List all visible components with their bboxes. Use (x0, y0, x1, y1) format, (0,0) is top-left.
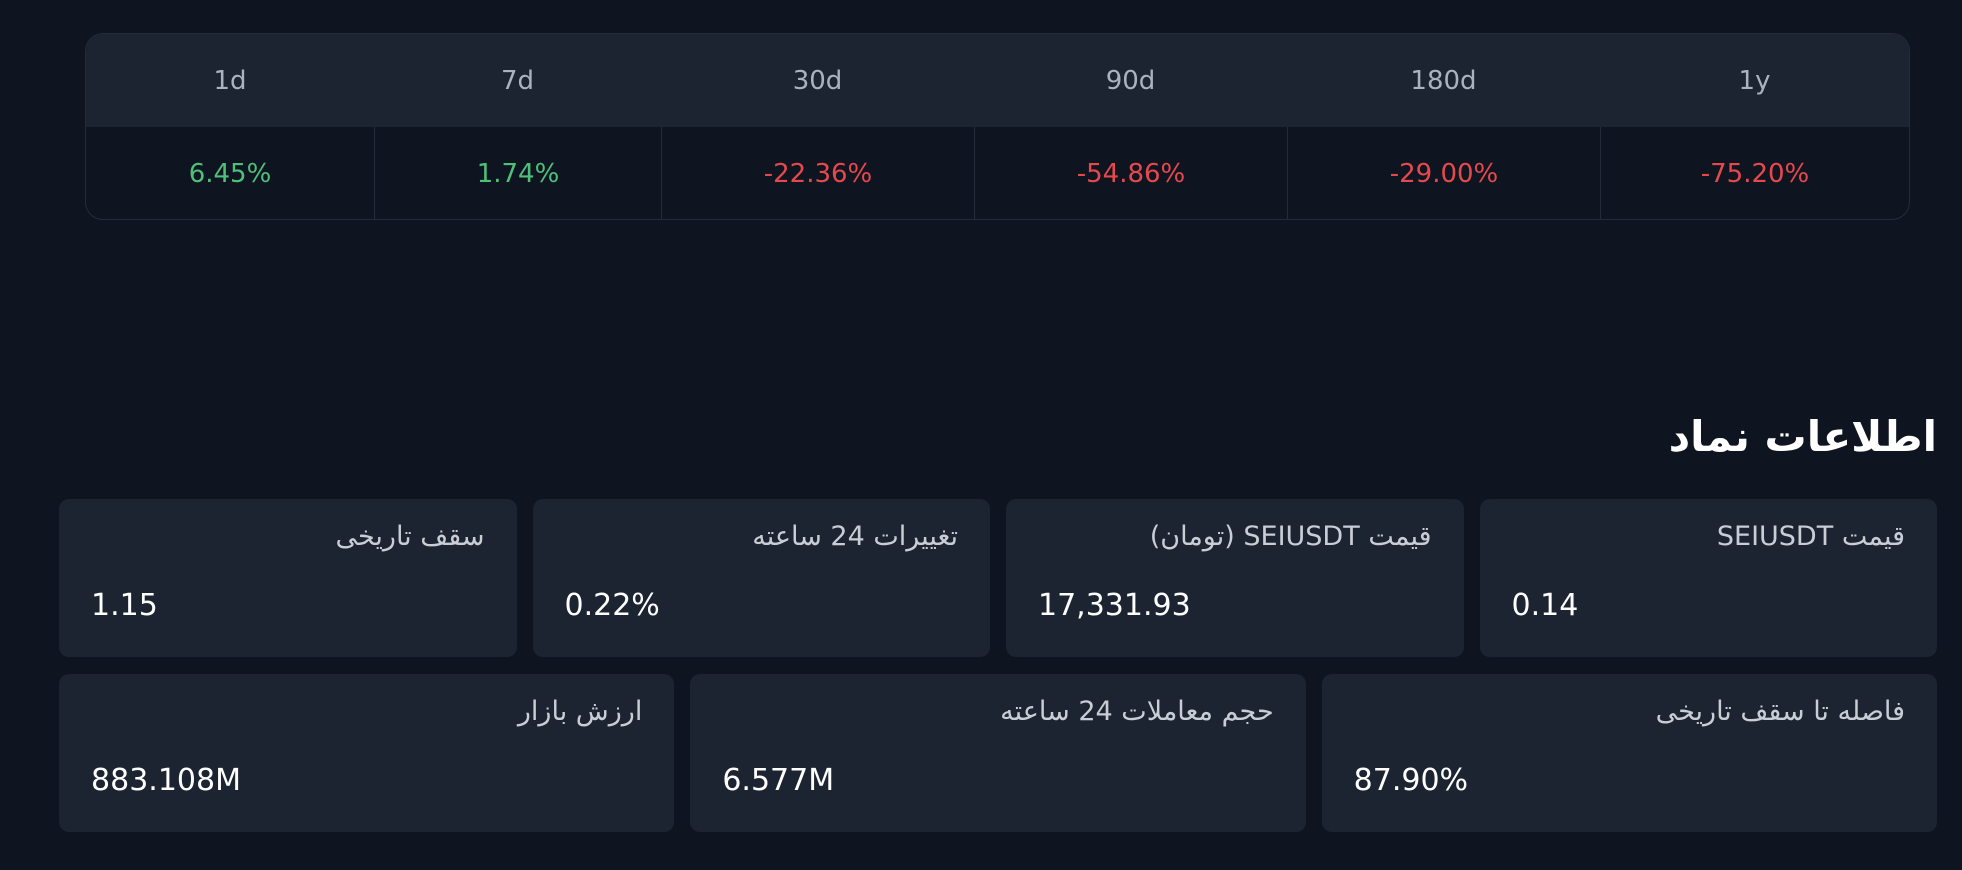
card-value: 883.108M (91, 763, 241, 798)
card-label: تغییرات 24 ساعته (752, 521, 958, 552)
card-label: قیمت SEIUSDT (1716, 521, 1905, 552)
card-row: فاصله تا سقف تاریخی 87.90% حجم معاملات 24 … (59, 674, 1937, 832)
info-card: قیمت SEIUSDT 0.14 (1479, 499, 1937, 657)
info-card: تغییرات 24 ساعته 0.22% (532, 499, 990, 657)
value-row: 6.45% 1.74% -22.36% -54.86% -29.00% -75.20% (86, 127, 1909, 219)
period-header: 30d (792, 65, 843, 96)
card-label: ارزش بازار (517, 696, 643, 727)
change-value: -29.00% (1287, 127, 1600, 219)
header-row: 1d 7d 30d 90d 180d 1y (86, 34, 1909, 127)
card-value: 6.577M (722, 763, 835, 798)
card-value: 17,331.93 (1038, 588, 1191, 623)
card-label: فاصله تا سقف تاریخی (1655, 696, 1905, 727)
change-value: -54.86% (974, 127, 1287, 219)
change-value: -22.36% (661, 127, 974, 219)
info-card: سقف تاریخی 1.15 (59, 499, 517, 657)
period-header: 180d (1410, 65, 1477, 96)
period-header: 7d (500, 65, 535, 96)
performance-table: 1d 7d 30d 90d 180d 1y 6.45% 1.74% -22.36% -54.86… (85, 33, 1910, 220)
card-label: سقف تاریخی (335, 521, 485, 552)
period-header: 1y (1738, 65, 1771, 96)
section-title: اطلاعات نماد (1668, 412, 1937, 461)
card-value: 1.15 (91, 588, 158, 623)
card-value: 87.90% (1353, 763, 1469, 798)
info-card: قیمت SEIUSDT (تومان) 17,331.93 (1006, 499, 1464, 657)
period-header: 90d (1105, 65, 1156, 96)
card-value: 0.22% (564, 588, 660, 623)
info-card: حجم معاملات 24 ساعته 6.577M (690, 674, 1306, 832)
info-card: فاصله تا سقف تاریخی 87.90% (1321, 674, 1937, 832)
change-value: 1.74% (374, 127, 661, 219)
change-value: 6.45% (188, 158, 272, 189)
info-card: ارزش بازار 883.108M (59, 674, 675, 832)
change-value: -75.20% (1600, 127, 1909, 219)
card-label: قیمت SEIUSDT (تومان) (1149, 521, 1432, 552)
card-label: حجم معاملات 24 ساعته (1000, 696, 1274, 727)
card-value: 0.14 (1511, 588, 1579, 623)
card-row: قیمت SEIUSDT 0.14 قیمت SEIUSDT (تومان) 17,3… (59, 499, 1937, 657)
period-header: 1d (213, 65, 247, 96)
